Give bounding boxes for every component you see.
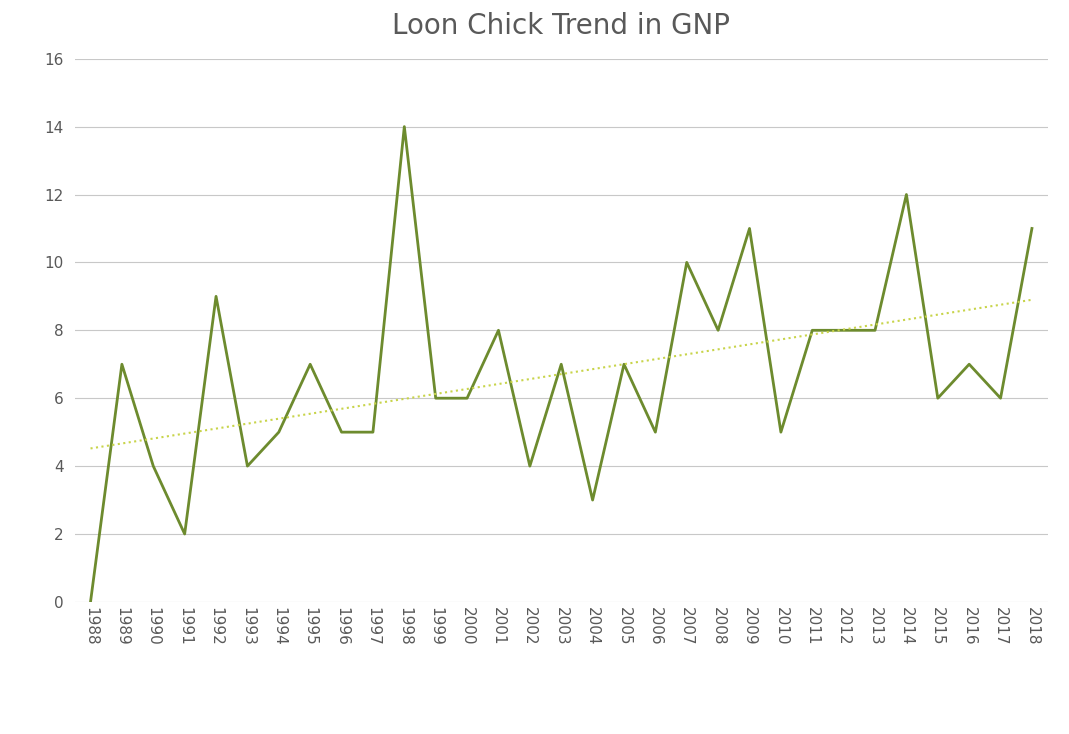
Title: Loon Chick Trend in GNP: Loon Chick Trend in GNP	[392, 12, 730, 40]
